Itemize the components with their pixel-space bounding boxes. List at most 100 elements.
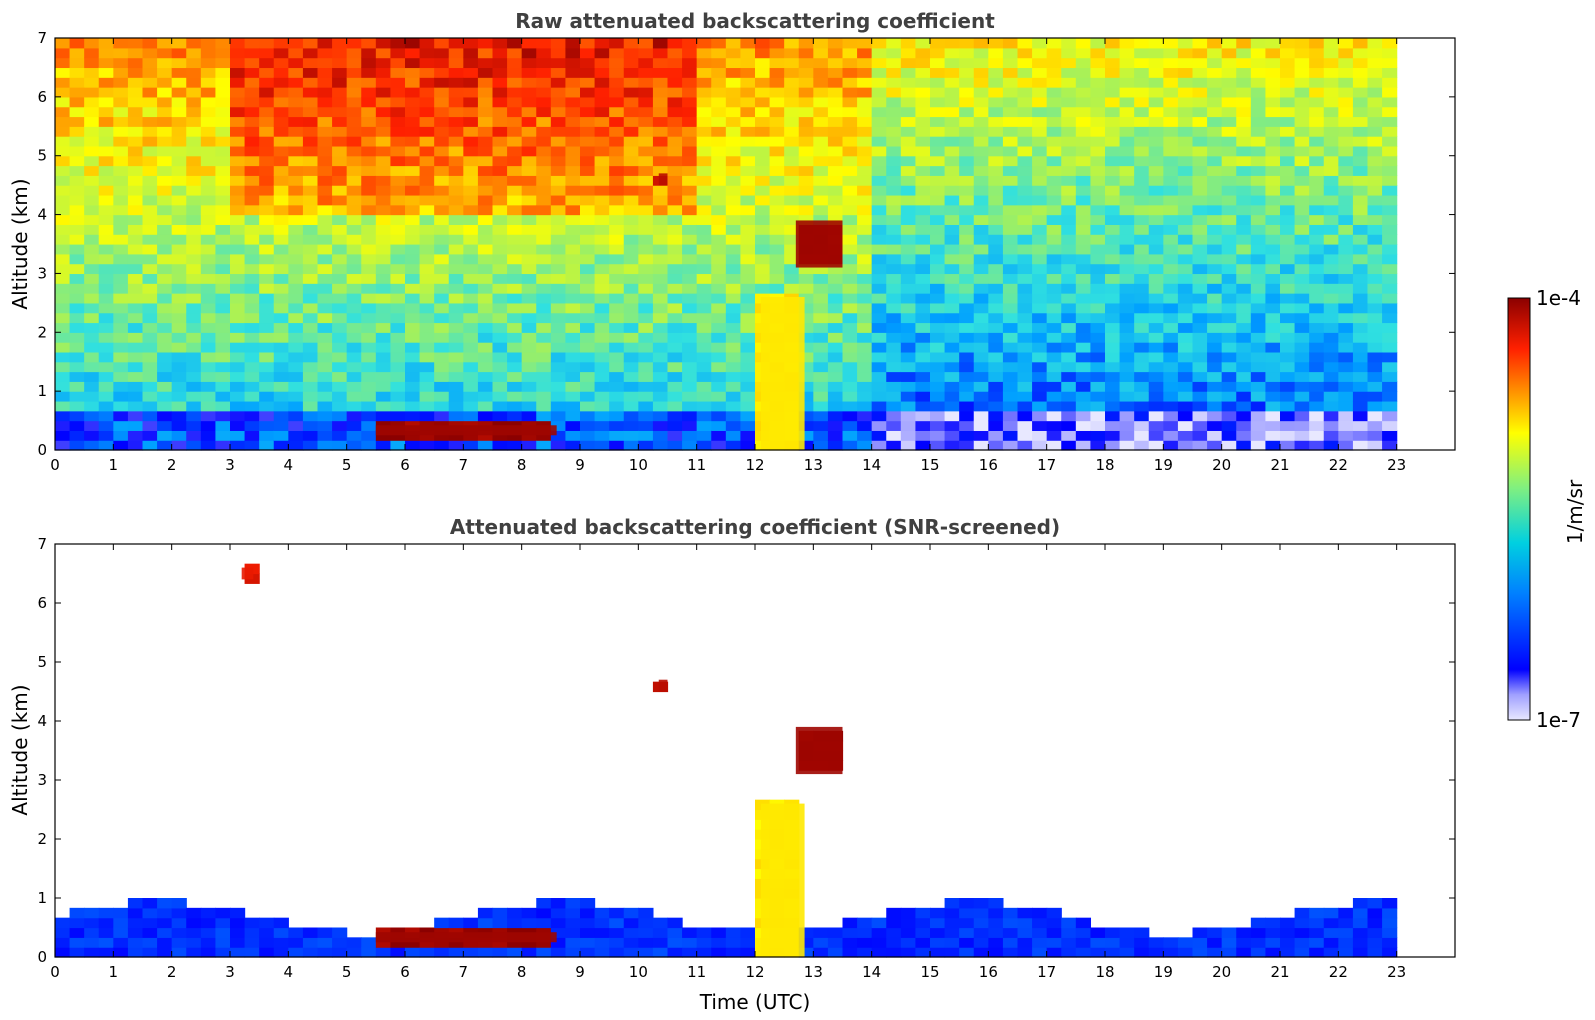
heatmap-cell xyxy=(1061,342,1077,353)
heatmap-cell xyxy=(711,116,727,127)
heatmap-cell xyxy=(740,126,756,137)
heatmap-cell xyxy=(1207,126,1223,137)
heatmap-cell xyxy=(273,96,289,108)
heatmap-cell xyxy=(244,57,260,69)
heatmap-cell xyxy=(915,38,931,49)
heatmap-cell xyxy=(127,937,144,948)
heatmap-cell xyxy=(550,214,567,225)
heatmap-cell xyxy=(448,116,464,127)
heatmap-cell xyxy=(55,293,71,304)
heatmap-cell xyxy=(565,224,581,235)
heatmap-cell xyxy=(1338,430,1354,441)
heatmap-cell xyxy=(667,96,683,108)
heatmap-cell xyxy=(1309,136,1325,147)
heatmap-cell xyxy=(1046,293,1062,304)
heatmap-cell xyxy=(1367,194,1383,206)
heatmap-cell xyxy=(915,244,931,255)
heatmap-cell xyxy=(332,332,348,343)
heatmap-cell xyxy=(740,165,756,176)
heatmap-cell xyxy=(200,400,217,412)
heatmap-cell xyxy=(1134,381,1150,392)
heatmap-cell xyxy=(1250,224,1267,235)
heatmap-cell xyxy=(113,430,129,441)
heatmap-cell xyxy=(186,126,202,137)
heatmap-cell xyxy=(288,410,304,422)
heatmap-cell xyxy=(55,440,71,451)
heatmap-cell xyxy=(711,77,727,88)
heatmap-cell xyxy=(405,937,421,948)
heatmap-cell xyxy=(711,332,727,343)
heatmap-cell xyxy=(696,253,712,265)
heatmap-cell xyxy=(1134,194,1150,206)
heatmap-cell xyxy=(988,263,1004,275)
heatmap-cell xyxy=(1017,67,1033,78)
heatmap-cell xyxy=(1163,67,1179,78)
heatmap-cell xyxy=(1236,391,1252,402)
heatmap-cell xyxy=(1046,126,1062,137)
heatmap-cell xyxy=(477,185,494,196)
heatmap-cell xyxy=(55,361,71,373)
heatmap-cell xyxy=(1250,332,1267,343)
heatmap-cell xyxy=(1250,96,1267,108)
heatmap-cell xyxy=(1294,351,1310,363)
heatmap-cell xyxy=(565,440,581,451)
heatmap-cell xyxy=(1105,224,1121,235)
heatmap-cell xyxy=(463,67,479,78)
heatmap-cell xyxy=(1236,38,1252,49)
heatmap-cell xyxy=(1382,332,1398,343)
heatmap-cell xyxy=(1367,898,1383,909)
heatmap-cell xyxy=(69,312,85,324)
heatmap-cell xyxy=(1367,430,1383,441)
heatmap-cell xyxy=(98,351,114,363)
heatmap-cell xyxy=(755,185,771,196)
heatmap-cell xyxy=(1075,283,1092,294)
heatmap-cell xyxy=(419,175,435,186)
heatmap-cell xyxy=(915,917,931,929)
heatmap-cell xyxy=(652,322,669,333)
heatmap-cell xyxy=(930,293,946,304)
heatmap-cell xyxy=(871,410,887,422)
heatmap-cell xyxy=(259,116,275,127)
heatmap-cell xyxy=(1323,400,1339,412)
colorbar-gradient xyxy=(1507,297,1531,721)
heatmap-cell xyxy=(886,234,902,245)
heatmap-cell xyxy=(463,116,479,127)
heatmap-cell xyxy=(507,244,523,255)
heatmap-cell xyxy=(973,312,989,324)
heatmap-cell xyxy=(1309,361,1325,373)
heatmap-cell xyxy=(871,400,887,412)
heatmap-cell xyxy=(317,116,333,127)
heatmap-cell xyxy=(886,57,902,69)
heatmap-cell xyxy=(507,194,523,206)
heatmap-cell xyxy=(419,381,435,392)
heatmap-cell xyxy=(1192,927,1208,938)
heatmap-cell xyxy=(842,293,858,304)
heatmap-cell xyxy=(302,175,319,186)
heatmap-cell xyxy=(434,57,450,69)
heatmap-cell xyxy=(711,430,727,441)
heatmap-cell xyxy=(959,947,975,958)
heatmap-cell xyxy=(69,194,85,206)
heatmap-cell xyxy=(186,283,202,294)
heatmap-cell xyxy=(1309,96,1325,108)
heatmap-cell xyxy=(1177,342,1194,353)
heatmap-cell xyxy=(1032,67,1048,78)
heatmap-cell xyxy=(55,927,71,938)
heatmap-cell xyxy=(857,917,873,929)
heatmap-cell xyxy=(448,204,464,216)
heatmap-cell xyxy=(186,214,202,225)
heatmap-cell xyxy=(813,263,829,275)
heatmap-cell xyxy=(623,165,639,176)
heatmap-cell xyxy=(507,907,523,919)
heatmap-cell xyxy=(215,937,231,948)
heatmap-cell xyxy=(259,87,275,98)
heatmap-cell xyxy=(521,342,537,353)
heatmap-cell xyxy=(1148,224,1164,235)
heatmap-cell xyxy=(769,38,785,49)
heatmap-cell xyxy=(682,116,698,127)
heatmap-cell xyxy=(1046,67,1062,78)
heatmap-cell xyxy=(390,361,406,373)
heatmap-cell xyxy=(230,391,246,402)
heatmap-cell xyxy=(332,57,348,69)
heatmap-cell xyxy=(157,244,173,255)
